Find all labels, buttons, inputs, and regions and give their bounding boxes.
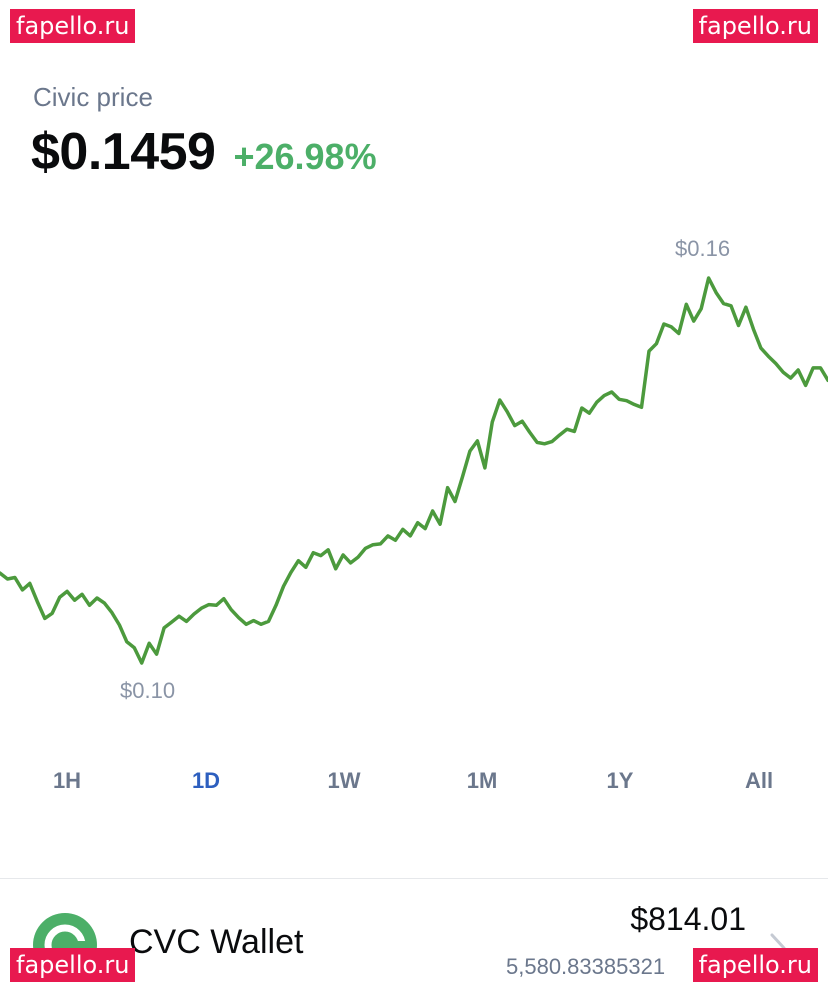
price-change-percent: +26.98% — [233, 136, 377, 177]
price-row: $0.1459 +26.98% — [31, 122, 377, 182]
wallet-fiat-balance: $814.01 — [630, 901, 746, 937]
chart-low-label: $0.10 — [120, 678, 176, 703]
time-range-tabs: 1H 1D 1W 1M 1Y All — [0, 768, 828, 804]
asset-price-label: Civic price — [33, 82, 153, 112]
chart-high-label: $0.16 — [675, 236, 731, 261]
section-divider — [0, 878, 828, 879]
price-chart[interactable] — [0, 215, 828, 725]
tab-1h[interactable]: 1H — [52, 768, 82, 793]
watermark-top-left: fapello.ru — [10, 9, 136, 43]
price-series-line — [0, 276, 828, 665]
current-price: $0.1459 — [31, 123, 216, 181]
wallet-crypto-amount: 5,580.83385321 — [506, 954, 666, 979]
watermark-top-right: fapello.ru — [692, 9, 818, 43]
tab-1w[interactable]: 1W — [327, 768, 361, 793]
watermark-bottom-right: fapello.ru — [692, 948, 818, 982]
tab-all[interactable]: All — [744, 768, 774, 793]
wallet-name: CVC Wallet — [129, 923, 304, 961]
tab-1m[interactable]: 1M — [466, 768, 498, 793]
watermark-bottom-left: fapello.ru — [10, 948, 136, 982]
tab-1y[interactable]: 1Y — [606, 768, 634, 793]
tab-1d[interactable]: 1D — [191, 768, 221, 793]
